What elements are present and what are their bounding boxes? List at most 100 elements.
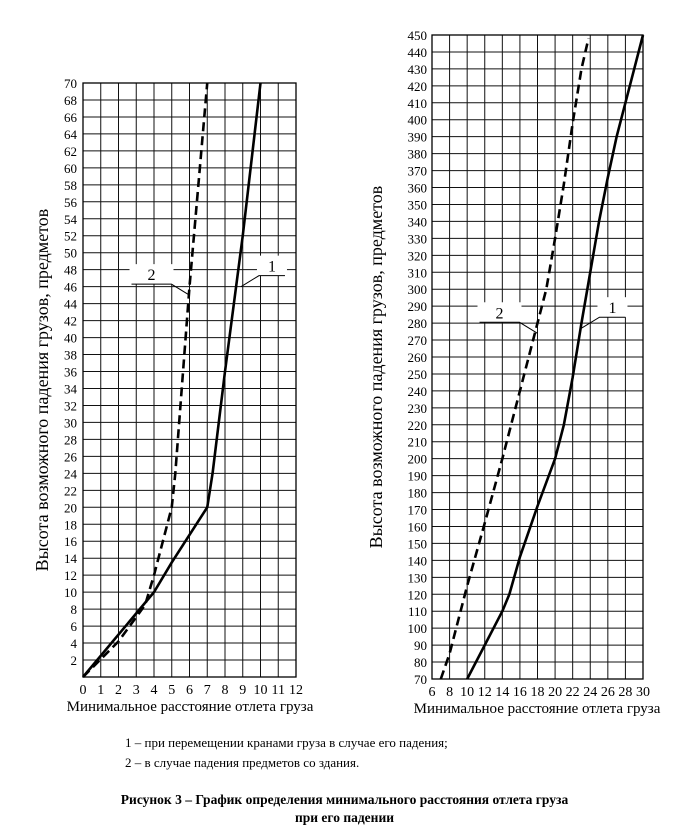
- series-line-2: [439, 38, 590, 680]
- x-tick-label: 24: [583, 685, 597, 700]
- x-tick-label: 20: [548, 685, 562, 700]
- y-tick-label: 200: [408, 452, 428, 467]
- y-tick-label: 48: [64, 263, 77, 278]
- annotation-leader: [581, 316, 626, 329]
- y-tick-label: 60: [64, 161, 77, 176]
- y-tick-label: 370: [408, 164, 428, 179]
- chart-2: 6 8 10 12 14 16 18 20 22 24 26 28 307080901001101201…: [366, 28, 661, 717]
- y-tick-label: 340: [408, 214, 428, 229]
- y-tick-label: 360: [408, 181, 428, 196]
- annotation-leader: [479, 321, 538, 334]
- y-tick-label: 20: [64, 500, 77, 515]
- y-tick-label: 46: [64, 280, 78, 295]
- y-tick-label: 38: [64, 348, 77, 363]
- y-tick-label: 18: [64, 517, 77, 532]
- y-axis-label: Высота возможного падения грузов, предме…: [366, 186, 386, 549]
- y-tick-label: 230: [408, 401, 428, 416]
- x-axis-label: Минимальное расстояние отлета груза: [67, 699, 314, 715]
- y-tick-label: 170: [408, 503, 428, 518]
- annotation-bg: [597, 297, 628, 318]
- y-tick-label: 100: [408, 621, 428, 636]
- y-tick-label: 450: [408, 28, 428, 43]
- x-tick-label: 5: [168, 683, 175, 698]
- y-tick-label: 40: [64, 331, 77, 346]
- annotation-label-1: 1: [608, 300, 616, 317]
- y-tick-label: 310: [408, 265, 428, 280]
- x-tick-label: 10: [254, 683, 268, 698]
- y-tick-label: 130: [408, 570, 428, 585]
- annotation-bg: [256, 255, 287, 276]
- x-tick-label: 8: [446, 685, 453, 700]
- x-tick-label: 22: [566, 685, 580, 700]
- y-tick-label: 180: [408, 486, 428, 501]
- y-tick-label: 36: [64, 365, 78, 380]
- x-tick-label: 26: [601, 685, 615, 700]
- y-tick-label: 52: [64, 229, 77, 244]
- x-tick-label: 7: [204, 683, 211, 698]
- figure-caption-line1: Рисунок 3 – График определения минимальн…: [120, 792, 569, 807]
- chart-1: 0 1 2 3 4 5 6 7 8 9 10 11 12246810121416182022242628…: [32, 76, 314, 715]
- x-tick-label: 4: [151, 683, 158, 698]
- y-tick-label: 12: [64, 568, 77, 583]
- y-tick-label: 400: [408, 113, 428, 128]
- x-tick-label: 12: [478, 685, 492, 700]
- y-tick-label: 64: [64, 127, 78, 142]
- figure-caption-line2: при его падении: [294, 810, 395, 825]
- series-line-1: [466, 34, 645, 680]
- y-tick-label: 34: [64, 381, 78, 396]
- y-tick-label: 160: [408, 519, 428, 534]
- y-tick-label: 62: [64, 144, 77, 159]
- y-tick-label: 24: [64, 466, 78, 481]
- y-tick-label: 56: [64, 195, 78, 210]
- x-axis-label: Минимальное расстояние отлета груза: [414, 701, 661, 717]
- y-tick-label: 42: [64, 314, 77, 329]
- y-tick-label: 330: [408, 231, 428, 246]
- x-tick-label: 28: [618, 685, 632, 700]
- annotation-label-2: 2: [496, 305, 504, 322]
- y-tick-label: 22: [64, 483, 77, 498]
- y-tick-label: 30: [64, 415, 77, 430]
- y-tick-label: 320: [408, 248, 428, 263]
- y-tick-label: 16: [64, 534, 78, 549]
- y-tick-label: 290: [408, 299, 428, 314]
- y-tick-label: 2: [71, 653, 78, 668]
- plot-frame: [82, 82, 297, 678]
- y-tick-label: 420: [408, 79, 428, 94]
- y-tick-label: 380: [408, 147, 428, 162]
- x-tick-label: 2: [115, 683, 122, 698]
- y-tick-label: 110: [408, 604, 427, 619]
- y-tick-label: 430: [408, 62, 428, 77]
- y-tick-label: 26: [64, 449, 78, 464]
- annotation-bg: [129, 264, 174, 285]
- annotation-label-1: 1: [268, 259, 276, 276]
- y-tick-label: 10: [64, 585, 77, 600]
- y-tick-label: 440: [408, 45, 428, 60]
- y-tick-label: 220: [408, 418, 428, 433]
- y-tick-label: 300: [408, 282, 428, 297]
- y-axis-label: Высота возможного падения грузов, предме…: [32, 209, 52, 572]
- y-tick-label: 90: [414, 638, 427, 653]
- annotation-leader: [131, 283, 190, 296]
- x-tick-label: 1: [97, 683, 104, 698]
- y-tick-label: 410: [408, 96, 428, 111]
- series-line-2: [82, 82, 209, 678]
- y-tick-label: 70: [414, 672, 427, 687]
- x-tick-label: 8: [222, 683, 229, 698]
- series-line-1: [82, 82, 262, 678]
- y-tick-label: 28: [64, 432, 77, 447]
- y-tick-label: 240: [408, 384, 428, 399]
- x-tick-label: 6: [186, 683, 193, 698]
- y-tick-label: 210: [408, 435, 428, 450]
- x-tick-label: 14: [495, 685, 509, 700]
- annotation-leader: [240, 275, 285, 288]
- y-tick-label: 54: [64, 212, 78, 227]
- y-tick-label: 120: [408, 587, 428, 602]
- y-tick-label: 260: [408, 350, 428, 365]
- y-tick-label: 6: [71, 619, 78, 634]
- legend-item-1: 1 – при перемещении кранами груза в случ…: [125, 735, 448, 750]
- y-tick-label: 4: [71, 636, 78, 651]
- x-tick-label: 18: [531, 685, 545, 700]
- x-tick-label: 10: [460, 685, 474, 700]
